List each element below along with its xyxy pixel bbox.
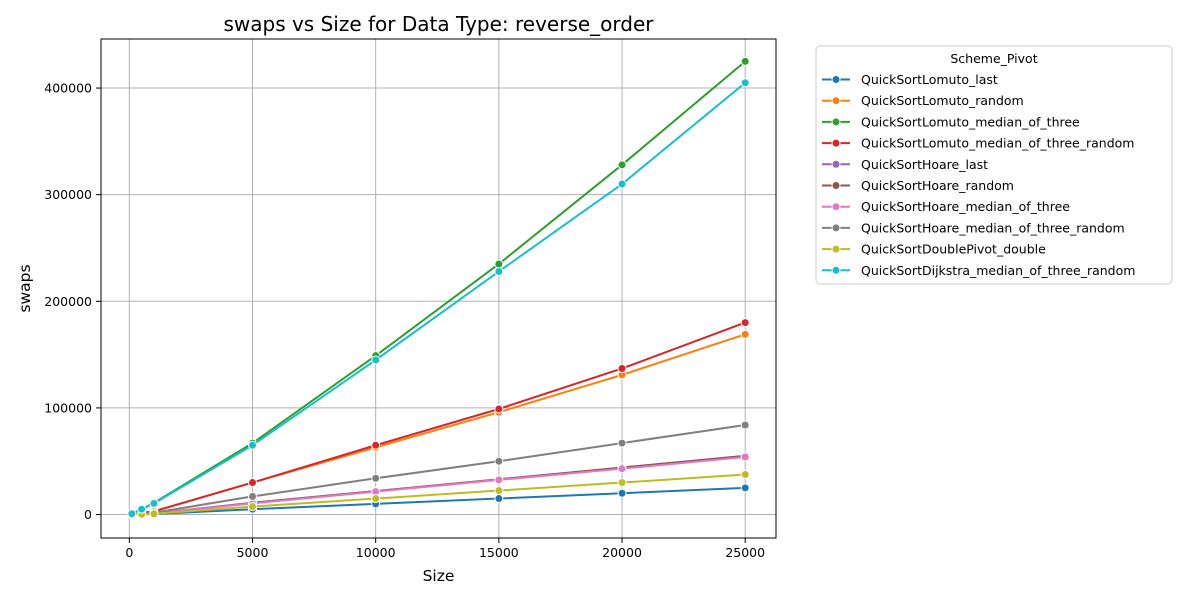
legend-label: QuickSortHoare_median_of_three_random <box>861 220 1125 235</box>
legend-item: QuickSortLomuto_last <box>822 72 998 87</box>
data-point <box>149 498 159 508</box>
data-point <box>494 456 504 466</box>
data-point <box>248 491 258 501</box>
series-layer <box>127 56 750 519</box>
legend-label: QuickSortHoare_random <box>861 178 1014 193</box>
legend-label: QuickSortHoare_last <box>861 157 988 172</box>
data-point <box>740 329 750 339</box>
y-axis-title: swaps <box>16 264 34 312</box>
data-point <box>248 502 258 512</box>
y-tick-label: 100000 <box>44 400 92 415</box>
data-point <box>371 440 381 450</box>
legend-marker <box>831 202 841 212</box>
y-tick-label: 200000 <box>44 294 92 309</box>
legend-item: QuickSortHoare_median_of_three <box>822 199 1070 214</box>
legend-label: QuickSortLomuto_random <box>861 93 1024 108</box>
grid <box>101 39 776 538</box>
legend-item: QuickSortDijkstra_median_of_three_random <box>822 263 1135 278</box>
x-tick-label: 10000 <box>356 545 396 560</box>
legend-marker <box>831 265 841 275</box>
data-point <box>137 504 147 514</box>
series-line <box>131 455 746 516</box>
data-point <box>248 478 258 488</box>
data-point <box>617 438 627 448</box>
legend-label: QuickSortDijkstra_median_of_three_random <box>861 263 1135 278</box>
x-axis-title: Size <box>423 567 455 585</box>
legend-label: QuickSortLomuto_last <box>861 72 998 87</box>
legend-items: QuickSortLomuto_last QuickSortLomuto_rand… <box>822 72 1135 278</box>
legend-marker <box>831 159 841 169</box>
y-tick-label: 0 <box>84 507 92 522</box>
y-tick-label: 300000 <box>44 187 92 202</box>
legend-item: QuickSortHoare_random <box>822 178 1014 193</box>
data-point <box>494 494 504 504</box>
y-axis: 0 100000 200000 300000 400000 <box>44 81 101 522</box>
data-point <box>494 475 504 485</box>
data-point <box>740 470 750 480</box>
legend-marker <box>831 244 841 254</box>
legend-item: QuickSortLomuto_random <box>822 93 1024 108</box>
data-point <box>494 259 504 269</box>
data-point <box>371 494 381 504</box>
legend-item: QuickSortHoare_median_of_three_random <box>822 220 1125 235</box>
data-point <box>371 473 381 483</box>
series-quicksorthoare-median-of-three-random <box>127 420 750 519</box>
series-quicksortlomuto-random <box>127 329 750 519</box>
legend: Scheme_Pivot QuickSortLomuto_lastQuickSo… <box>815 45 1173 285</box>
legend-item: QuickSortDoublePivot_double <box>822 242 1046 257</box>
legend-marker <box>831 223 841 233</box>
data-point <box>740 452 750 462</box>
series-quicksortdijkstra-median-of-three-random <box>127 78 750 519</box>
data-point <box>740 420 750 430</box>
data-point <box>149 509 159 519</box>
data-point <box>617 179 627 189</box>
data-point <box>617 363 627 373</box>
data-point <box>740 78 750 88</box>
legend-label: QuickSortLomuto_median_of_three_random <box>861 136 1134 151</box>
x-tick-label: 25000 <box>725 545 765 560</box>
x-tick-label: 15000 <box>479 545 519 560</box>
legend-item: QuickSortLomuto_median_of_three <box>822 114 1080 129</box>
legend-title: Scheme_Pivot <box>950 51 1037 66</box>
data-point <box>127 509 137 519</box>
series-line <box>131 333 746 516</box>
legend-marker <box>831 117 841 127</box>
x-tick-label: 0 <box>125 545 133 560</box>
data-point <box>248 440 258 450</box>
x-tick-label: 5000 <box>237 545 269 560</box>
data-point <box>371 355 381 365</box>
legend-marker <box>831 75 841 84</box>
legend-label: QuickSortLomuto_median_of_three <box>861 114 1080 129</box>
series-line <box>131 60 746 515</box>
series-line <box>131 473 746 516</box>
legend-marker <box>831 96 841 106</box>
legend-frame <box>815 45 1173 285</box>
plot-frame <box>100 38 777 539</box>
legend-marker <box>831 138 841 148</box>
x-tick-label: 20000 <box>602 545 642 560</box>
series-line <box>131 81 746 515</box>
x-axis: 0 5000 10000 15000 20000 25000 <box>125 538 765 560</box>
data-point <box>617 478 627 488</box>
data-point <box>617 488 627 498</box>
legend-item: QuickSortHoare_last <box>822 157 988 172</box>
data-point <box>740 318 750 328</box>
data-point <box>740 483 750 493</box>
series-quicksortlomuto-median-of-three <box>127 56 750 519</box>
data-point <box>617 160 627 170</box>
data-point <box>740 56 750 66</box>
series-quicksortlomuto-median-of-three-random <box>127 318 750 519</box>
legend-label: QuickSortDoublePivot_double <box>861 242 1046 257</box>
legend-item: QuickSortLomuto_median_of_three_random <box>822 136 1134 151</box>
data-point <box>494 486 504 496</box>
legend-label: QuickSortHoare_median_of_three <box>861 199 1070 214</box>
chart-title: swaps vs Size for Data Type: reverse_ord… <box>223 12 654 36</box>
data-point <box>494 266 504 276</box>
data-point <box>494 404 504 414</box>
y-tick-label: 400000 <box>44 81 92 96</box>
legend-marker <box>831 181 841 190</box>
data-point <box>617 464 627 474</box>
